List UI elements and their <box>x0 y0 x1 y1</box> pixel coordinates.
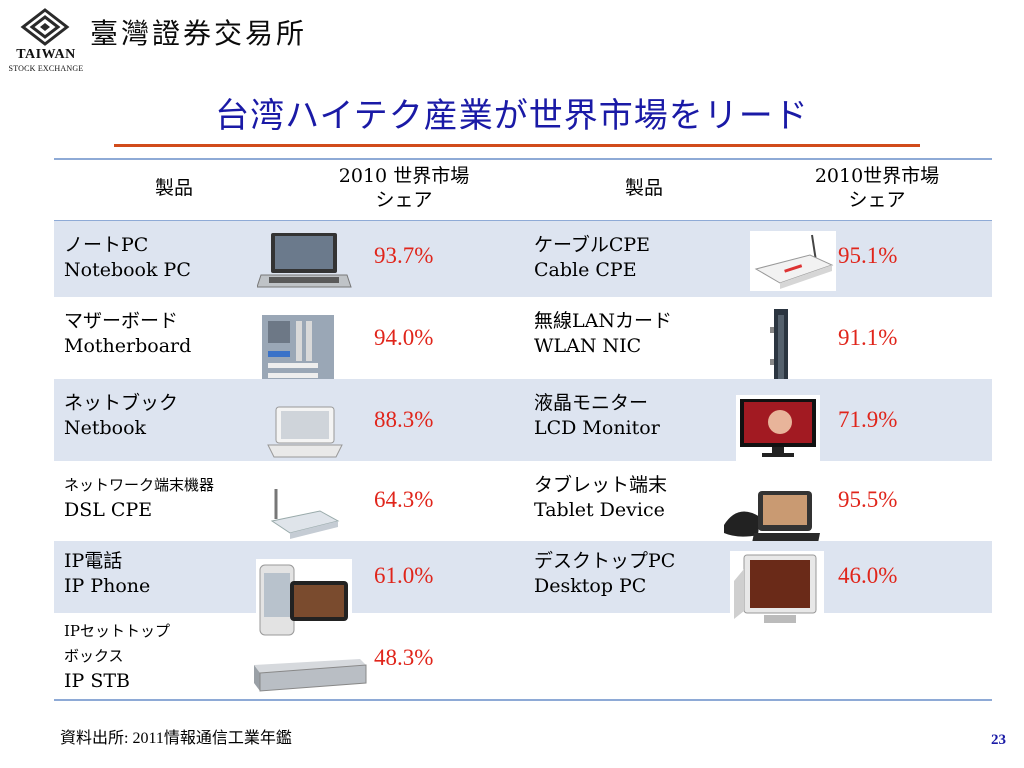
product-name-jp: 無線LANカード <box>534 310 672 332</box>
table-row: ノートPC Notebook PC 93.7% ケーブルCPE Cable CP… <box>54 221 992 297</box>
slide-title: 台湾ハイテク産業が世界市場をリード <box>215 96 809 136</box>
table-row: ネットワーク端末機器 DSL CPE 64.3% タブレット端末 Tablet … <box>54 461 992 547</box>
product-name-jp: ノートPC <box>64 234 149 256</box>
set-top-box-icon <box>248 651 370 699</box>
product-name-jp: ケーブルCPE <box>534 234 651 256</box>
product-name-jp: デスクトップPC <box>534 550 676 572</box>
product-name-jp: ボックス <box>64 647 124 665</box>
market-share-value: 88.3% <box>374 407 434 432</box>
product-label: IPセットトップ ボックス IP STB <box>64 619 170 694</box>
table-top-border <box>54 158 992 160</box>
product-name-jp: 液晶モニター <box>534 392 649 414</box>
logo-text-taiwan: TAIWAN <box>16 47 76 62</box>
product-label: ネットワーク端末機器 DSL CPE <box>64 473 214 523</box>
market-share-value: 95.5% <box>838 487 898 512</box>
header-share-right-line2: シェア <box>848 189 906 211</box>
product-label: IP電話 IP Phone <box>64 549 150 599</box>
product-label: デスクトップPC Desktop PC <box>534 549 675 599</box>
product-name-en: IP Phone <box>64 575 151 597</box>
laptop-icon <box>257 233 352 288</box>
product-name-en: LCD Monitor <box>534 417 660 439</box>
logo-text-stock-exchange: STOCK EXCHANGE <box>8 64 84 73</box>
header-product-left: 製品 <box>154 177 193 199</box>
video-phone-icon <box>718 485 826 547</box>
product-label: 液晶モニター LCD Monitor <box>534 391 660 441</box>
product-label: ネットブック Netbook <box>64 391 178 441</box>
table-row: ネットブック Netbook 88.3% 液晶モニター LCD Monitor … <box>54 379 992 461</box>
market-share-value: 91.1% <box>838 325 898 350</box>
product-name-jp: IPセットトップ <box>64 622 171 640</box>
lcd-monitor-icon <box>736 395 820 461</box>
wlan-card-icon <box>770 309 788 385</box>
product-name-en: Desktop PC <box>534 575 647 597</box>
product-name-en: DSL CPE <box>64 499 153 521</box>
product-name-en: Notebook PC <box>64 259 191 281</box>
product-name-jp: タブレット端末 <box>534 474 668 496</box>
product-name-en: Cable CPE <box>534 259 637 281</box>
product-name-jp: ネットブック <box>64 392 179 414</box>
crt-monitor-icon <box>730 551 824 635</box>
product-name-en: IP STB <box>64 670 130 692</box>
market-share-value: 46.0% <box>838 563 898 588</box>
header-share-right: 2010世界市場 シェア <box>772 164 982 224</box>
header-share-left-line1: 2010 世界市場 <box>338 165 470 187</box>
table-bottom-border <box>54 699 992 701</box>
market-share-value: 93.7% <box>374 243 434 268</box>
market-share-value: 64.3% <box>374 487 434 512</box>
product-label: 無線LANカード WLAN NIC <box>534 309 672 359</box>
market-share-value: 71.9% <box>838 407 898 432</box>
twse-logo: TAIWAN STOCK EXCHANGE <box>6 6 84 76</box>
product-label: マザーボード Motherboard <box>64 309 191 359</box>
product-label: タブレット端末 Tablet Device <box>534 473 667 523</box>
page-number: 23 <box>991 732 1006 748</box>
organization-name: 臺灣證券交易所 <box>90 17 308 50</box>
product-name-jp: マザーボード <box>64 310 179 332</box>
cable-modem-icon <box>750 231 836 291</box>
table-row: マザーボード Motherboard 94.0% 無線LANカード WLAN N… <box>54 297 992 387</box>
table-row: IP電話 IP Phone 61.0% デスクトップPC Desktop PC … <box>54 541 992 639</box>
market-share-value: 48.3% <box>374 645 434 670</box>
header-share-left-line2: シェア <box>375 189 433 211</box>
product-name-jp: ネットワーク端末機器 <box>64 476 215 494</box>
motherboard-icon <box>262 315 334 387</box>
header-share-left: 2010 世界市場 シェア <box>299 164 509 224</box>
product-label: ノートPC Notebook PC <box>64 233 191 283</box>
market-share-value: 94.0% <box>374 325 434 350</box>
smartphone-icon <box>256 559 352 639</box>
product-name-en: Motherboard <box>64 335 192 357</box>
router-icon <box>270 489 340 539</box>
header-separator <box>54 220 992 221</box>
netbook-icon <box>267 406 343 458</box>
title-underline <box>114 144 920 147</box>
product-name-en: Netbook <box>64 417 147 439</box>
product-name-jp: IP電話 <box>64 550 123 572</box>
twse-logo-mark-icon <box>20 8 70 46</box>
header-share-right-line1: 2010世界市場 <box>814 165 940 187</box>
table-row: IPセットトップ ボックス IP STB 48.3% <box>54 613 992 701</box>
product-label: ケーブルCPE Cable CPE <box>534 233 650 283</box>
market-share-value: 61.0% <box>374 563 434 588</box>
market-share-value: 95.1% <box>838 243 898 268</box>
product-name-en: Tablet Device <box>534 499 665 521</box>
product-name-en: WLAN NIC <box>534 335 642 357</box>
source-note: 資料出所: 2011情報通信工業年鑑 <box>60 730 292 747</box>
header-product-right: 製品 <box>624 177 663 199</box>
